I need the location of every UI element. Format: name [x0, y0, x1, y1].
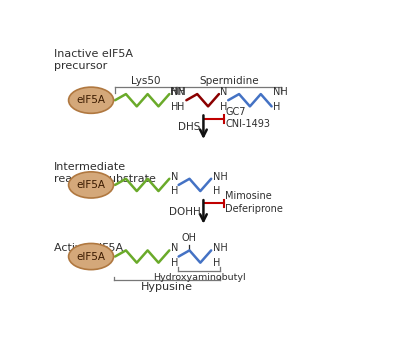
Text: NH: NH [212, 172, 227, 182]
Text: GC7
CNI-1493: GC7 CNI-1493 [224, 107, 269, 129]
Text: NH: NH [171, 87, 185, 97]
Text: H: H [212, 187, 220, 196]
Text: Intermediate
reaction substrate: Intermediate reaction substrate [54, 162, 156, 184]
Text: N: N [220, 87, 227, 97]
Text: DHS: DHS [177, 122, 200, 132]
Text: H: H [273, 102, 280, 112]
Text: N: N [171, 244, 178, 253]
Text: HN: HN [170, 87, 184, 97]
Text: Hydroxyaminobutyl: Hydroxyaminobutyl [152, 273, 245, 282]
Text: H: H [171, 102, 178, 112]
Text: NH: NH [273, 87, 287, 97]
Text: Hypusine: Hypusine [141, 282, 192, 292]
Text: N: N [171, 172, 178, 182]
Ellipse shape [68, 244, 113, 270]
Text: H: H [171, 258, 178, 268]
Text: H: H [220, 102, 227, 112]
Text: eIF5A: eIF5A [77, 180, 105, 190]
Text: Lys50: Lys50 [130, 76, 160, 86]
Text: NH: NH [212, 244, 227, 253]
Ellipse shape [68, 172, 113, 198]
Text: OH: OH [181, 233, 196, 244]
Text: H: H [177, 102, 184, 112]
Text: Inactive eIF5A
precursor: Inactive eIF5A precursor [54, 48, 132, 71]
Text: H: H [212, 258, 220, 268]
Text: Active eIF5A: Active eIF5A [54, 243, 123, 253]
Text: H: H [171, 187, 178, 196]
Text: Mimosine
Deferiprone: Mimosine Deferiprone [224, 192, 282, 214]
Text: DOHH: DOHH [168, 207, 200, 217]
Ellipse shape [68, 87, 113, 113]
Text: eIF5A: eIF5A [77, 95, 105, 105]
Text: eIF5A: eIF5A [77, 252, 105, 262]
Text: Spermidine: Spermidine [199, 76, 258, 86]
